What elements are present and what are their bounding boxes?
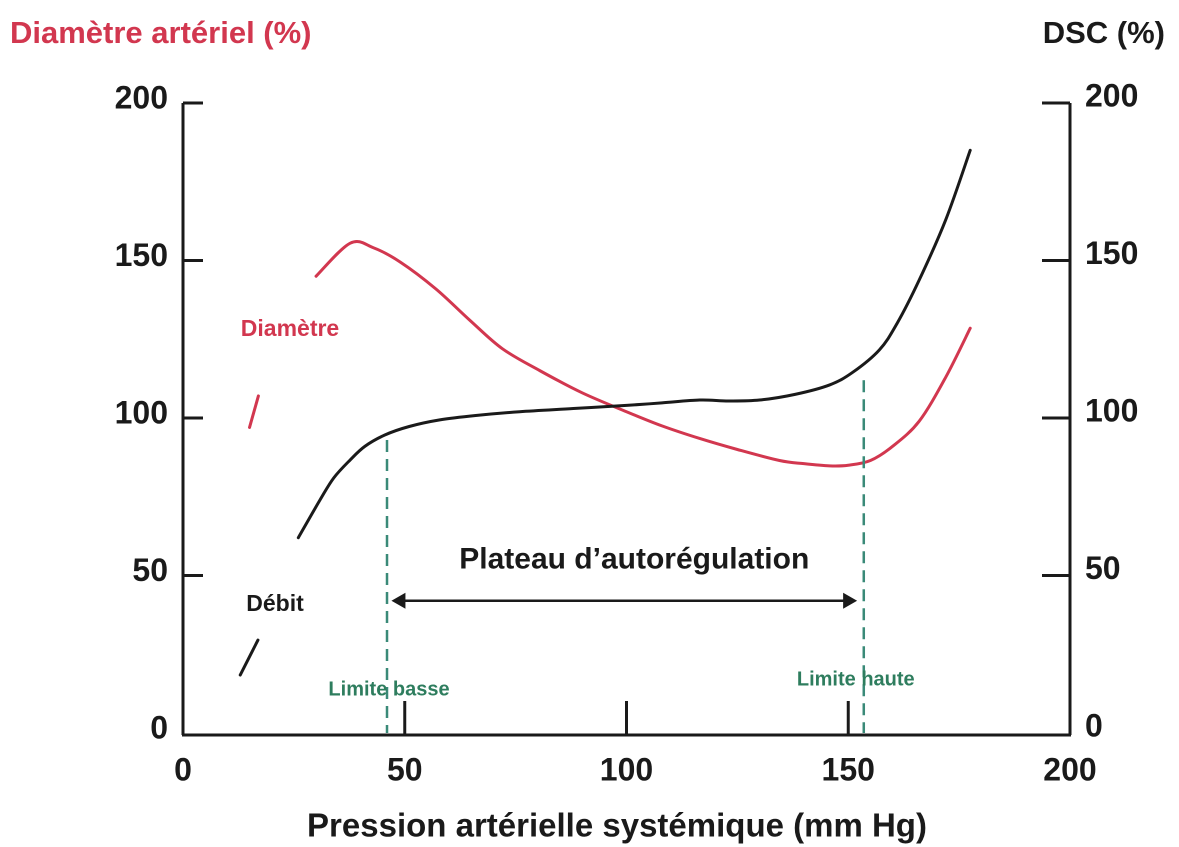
x-tick-label: 150 (822, 751, 875, 787)
arrow-head (843, 592, 858, 609)
x-axis-title: Pression artérielle systémique (mm Hg) (307, 807, 927, 844)
y-tick-label: 0 (150, 709, 168, 745)
plateau-label: Plateau d’autorégulation (459, 543, 809, 576)
y-tick-label: 150 (115, 237, 168, 273)
x-tick-label: 50 (387, 751, 423, 787)
y2-tick-label: 200 (1085, 77, 1138, 113)
series-label: Diamètre (241, 315, 339, 341)
y-tick-label: 50 (132, 552, 168, 588)
line-series (248, 239, 972, 468)
y-tick-label: 100 (115, 394, 168, 430)
limit-label: Limite haute (797, 668, 915, 690)
x-tick-label: 100 (600, 751, 653, 787)
y2-tick-label: 50 (1085, 550, 1121, 586)
y2-axis-title: DSC (%) (1043, 15, 1165, 50)
series-label: Débit (246, 590, 304, 616)
y2-tick-label: 0 (1085, 707, 1103, 743)
y-axis-title: Diamètre artériel (%) (10, 15, 312, 50)
arrow-head (391, 592, 406, 609)
y2-tick-label: 150 (1085, 235, 1138, 271)
limit-label: Limite basse (328, 678, 449, 700)
line-series (238, 148, 972, 677)
x-tick-label: 0 (174, 751, 192, 787)
y-tick-label: 200 (115, 79, 168, 115)
x-tick-label: 200 (1043, 751, 1096, 787)
y2-tick-label: 100 (1085, 392, 1138, 428)
